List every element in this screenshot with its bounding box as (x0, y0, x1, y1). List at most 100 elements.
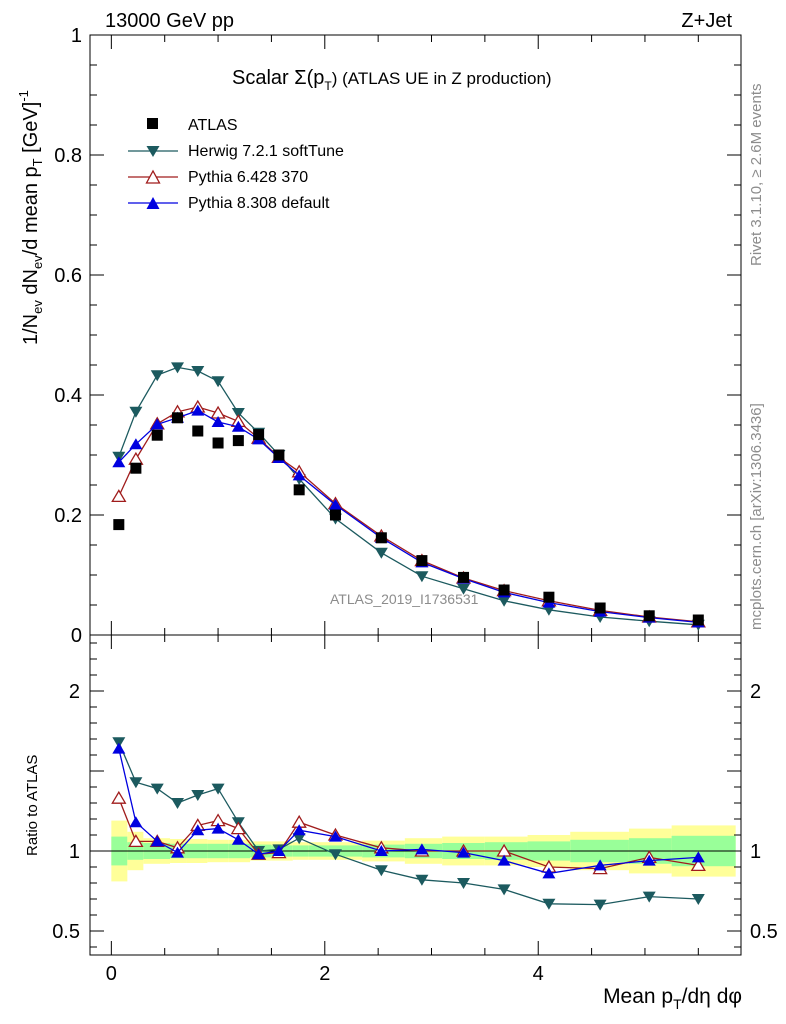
legend-entry-pythia6: Pythia 6.428 370 (128, 169, 308, 186)
ratio-point-pythia-8-308-default (374, 845, 388, 856)
plot-title-suffix: ) (ATLAS UE in Z production) (332, 69, 552, 88)
legend-marker-triangle-down (146, 146, 160, 157)
ratio-point-herwig-7-2-1-softtune (129, 777, 143, 789)
data-point-atlas (375, 532, 387, 544)
y-tick-label-main: 0.2 (54, 505, 82, 527)
data-point-atlas (253, 429, 265, 441)
data-point-herwig-7-2-1-softtune (415, 571, 429, 583)
data-point-pythia-8-308-default (292, 469, 306, 481)
ratio-point-herwig-7-2-1-softtune (497, 884, 511, 896)
y-tick-label-ratio-right: 1 (750, 841, 761, 863)
data-point-atlas (416, 555, 428, 567)
data-point-atlas (273, 449, 285, 461)
ratio-point-herwig-7-2-1-softtune (292, 833, 306, 845)
legend-label-atlas: ATLAS (188, 117, 238, 134)
ratio-point-pythia-8-308-default (328, 830, 342, 842)
ratio-plot-series (111, 737, 706, 911)
ratio-point-pythia-6-428-370 (128, 834, 144, 848)
data-point-atlas (172, 412, 184, 424)
ratio-point-pythia-8-308-default (415, 843, 429, 855)
y-axis-label-ratio: Ratio to ATLAS (24, 755, 41, 856)
series-line-pythia-6-428-370 (118, 406, 699, 623)
ratio-point-herwig-7-2-1-softtune (191, 790, 205, 801)
ratio-point-pythia-6-428-370 (230, 821, 246, 835)
data-point-herwig-7-2-1-softtune (171, 362, 185, 374)
data-point-pythia-8-308-default (231, 420, 245, 432)
y-tick-label-main: 0 (71, 625, 82, 647)
data-point-atlas (192, 425, 204, 437)
ratio-plot-frame (89, 634, 742, 956)
ratio-point-pythia-8-308-default (593, 859, 607, 871)
data-point-atlas (458, 571, 470, 583)
x-tick-label: 0 (106, 963, 117, 985)
legend-marker-triangle-up (146, 197, 160, 209)
ratio-point-pythia-8-308-default (171, 846, 185, 858)
data-point-herwig-7-2-1-softtune (211, 376, 225, 388)
data-point-pythia-8-308-default (191, 404, 205, 416)
ratio-point-herwig-7-2-1-softtune (457, 878, 471, 889)
y-tick-label-main: 0.4 (54, 385, 82, 407)
plot-title-subscript: T (324, 79, 332, 93)
side-label-mcplots: mcplots.cern.ch [arXiv:1306.3436] (748, 403, 765, 630)
ratio-point-pythia-8-308-default (691, 851, 705, 863)
ratio-point-pythia-8-308-default (497, 854, 511, 866)
ratio-point-pythia-8-308-default (150, 835, 164, 847)
data-point-atlas (498, 584, 510, 596)
ratio-point-herwig-7-2-1-softtune (211, 783, 225, 795)
data-point-pythia-8-308-default (211, 416, 225, 427)
ratio-point-pythia-8-308-default (112, 742, 126, 754)
data-point-atlas (692, 614, 704, 626)
data-point-pythia-8-308-default (328, 498, 342, 510)
ratio-point-herwig-7-2-1-softtune (328, 849, 342, 861)
data-point-atlas (212, 437, 224, 449)
data-point-atlas (543, 591, 555, 603)
y-tick-label-main: 0.6 (54, 265, 82, 287)
plot-title: Scalar Σ(pT) (ATLAS UE in Z production) (232, 67, 552, 93)
data-point-herwig-7-2-1-softtune (374, 547, 388, 559)
data-point-atlas (151, 429, 163, 441)
data-point-pythia-6-428-370 (111, 489, 127, 503)
analysis-watermark: ATLAS_2019_I1736531 (330, 591, 479, 607)
legend-entry-herwig: Herwig 7.2.1 softTune (128, 143, 344, 160)
data-point-herwig-7-2-1-softtune (129, 406, 143, 418)
data-point-herwig-7-2-1-softtune (191, 366, 205, 377)
ratio-point-herwig-7-2-1-softtune (171, 798, 185, 809)
ratio-point-herwig-7-2-1-softtune (691, 894, 705, 905)
y-tick-label-ratio-left: 1 (69, 841, 80, 863)
x-tick-label: 4 (533, 963, 544, 985)
data-point-pythia-8-308-default (129, 438, 143, 450)
ratio-point-pythia-8-308-default (252, 848, 266, 860)
y-tick-label-main: 1 (71, 25, 82, 47)
data-point-herwig-7-2-1-softtune (497, 595, 511, 607)
ratio-point-pythia-8-308-default (191, 824, 205, 836)
main-plot-series (111, 362, 706, 631)
y-tick-label-main: 0.8 (54, 145, 82, 167)
ratio-point-pythia-8-308-default (292, 824, 306, 836)
ratio-point-pythia-6-428-370 (111, 790, 127, 804)
header-process: Z+Jet (681, 10, 732, 32)
ratio-point-pythia-8-308-default (457, 846, 471, 858)
legend-label-herwig: Herwig 7.2.1 softTune (188, 143, 344, 160)
side-label-rivet: Rivet 3.1.10, ≥ 2.6M events (748, 84, 765, 267)
plot-title-prefix: Scalar Σ(p (232, 67, 324, 89)
y-tick-label-ratio-left: 2 (69, 681, 80, 703)
data-point-atlas (232, 435, 244, 447)
ratio-point-herwig-7-2-1-softtune (415, 874, 429, 886)
header-energy: 13000 GeV pp (105, 10, 234, 32)
legend-entry-atlas: ATLAS (147, 117, 238, 134)
ratio-point-herwig-7-2-1-softtune (542, 898, 556, 910)
ratio-point-pythia-8-308-default (272, 845, 286, 856)
ratio-point-pythia-8-308-default (642, 854, 656, 866)
data-point-pythia-6-428-370 (128, 451, 144, 465)
legend-marker-triangle-up-open (145, 169, 161, 184)
ratio-point-pythia-8-308-default (542, 867, 556, 879)
x-axis-label: Mean pT/dη dφ (603, 985, 742, 1012)
ratio-point-pythia-8-308-default (231, 833, 245, 845)
ratio-point-herwig-7-2-1-softtune (374, 865, 388, 877)
data-point-herwig-7-2-1-softtune (150, 370, 164, 382)
data-point-atlas (594, 602, 606, 614)
legend: ATLAS Herwig 7.2.1 softTune Pythia 6.428… (128, 117, 344, 212)
legend-label-pythia6: Pythia 6.428 370 (188, 169, 308, 186)
ratio-point-herwig-7-2-1-softtune (642, 891, 656, 903)
x-tick-label: 2 (319, 963, 330, 985)
